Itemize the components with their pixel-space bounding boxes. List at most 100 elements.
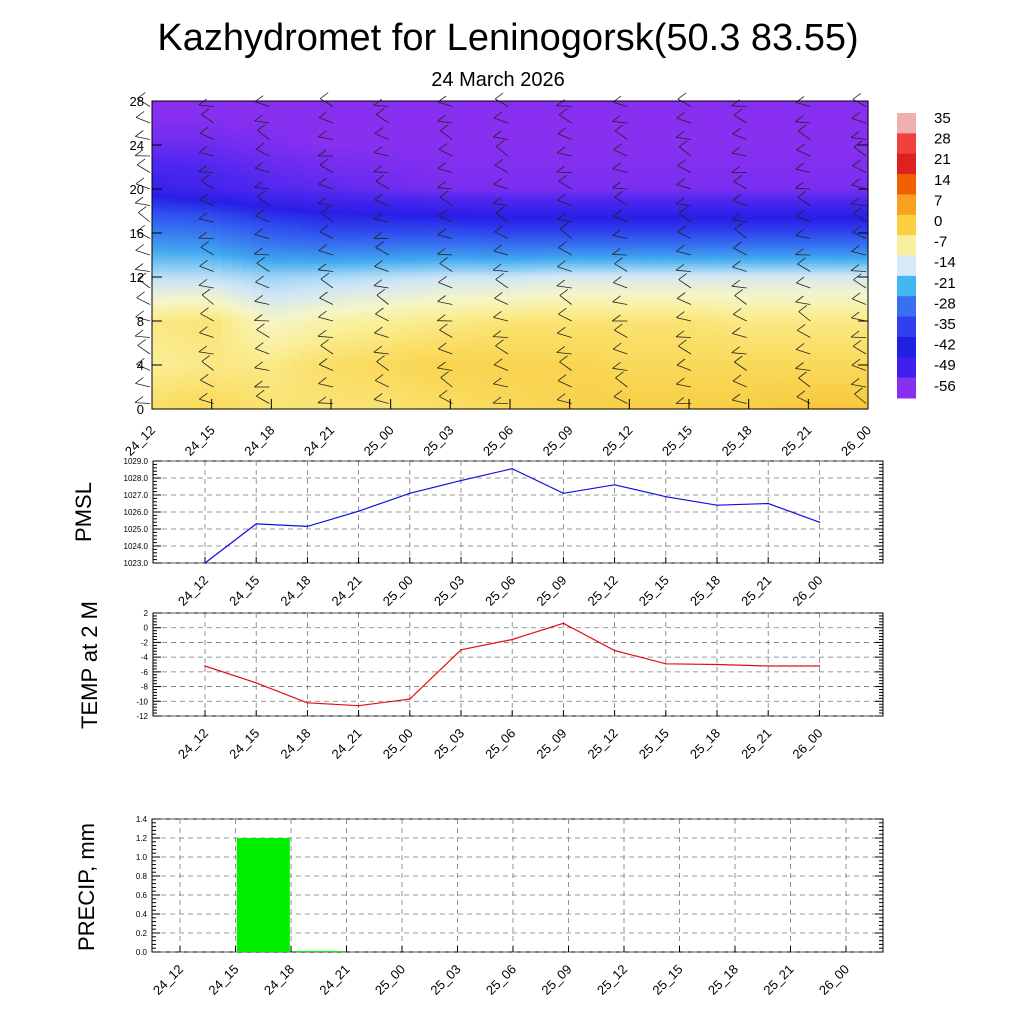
temperature-cell — [360, 134, 372, 138]
temperature-cell — [231, 337, 243, 341]
temperature-cell — [201, 227, 213, 231]
temperature-cell — [430, 373, 441, 377]
temperature-cell — [231, 329, 243, 333]
temperature-cell — [539, 398, 551, 402]
temperature-cell — [390, 169, 402, 174]
temperature-cell — [460, 216, 471, 220]
temperature-cell — [331, 279, 342, 284]
temperature-cell — [221, 367, 233, 372]
temperature-cell — [191, 158, 203, 163]
temperature-cell — [480, 370, 491, 374]
temperature-cell — [579, 398, 591, 402]
temperature-cell — [161, 282, 173, 286]
temperature-cell — [589, 299, 601, 303]
temperature-cell — [549, 109, 561, 113]
temperature-cell — [191, 266, 203, 270]
temperature-cell — [360, 216, 372, 220]
temperature-cell — [231, 235, 243, 240]
temperature-cell — [161, 332, 173, 336]
temperature-cell — [460, 395, 471, 399]
temperature-cell — [251, 249, 262, 253]
temperature-cell — [400, 101, 412, 105]
temperature-cell — [480, 197, 491, 201]
temperature-cell — [201, 359, 213, 363]
temperature-cell — [301, 103, 312, 108]
temperature-cell — [370, 285, 382, 289]
temperature-cell — [152, 288, 163, 292]
temperature-cell — [589, 321, 601, 325]
temperature-cell — [510, 205, 521, 209]
temperature-cell — [221, 398, 233, 402]
temperature-cell — [191, 351, 203, 355]
temperature-cell — [181, 114, 193, 119]
temperature-cell — [430, 403, 441, 407]
temperature-cell — [400, 370, 412, 374]
temperature-cell — [231, 376, 243, 380]
temperature-cell — [529, 318, 541, 322]
temperature-cell — [360, 282, 372, 286]
temperature-cell — [589, 400, 601, 405]
temperature-cell — [579, 293, 591, 297]
temperature-cell — [410, 197, 422, 201]
temperature-cell — [380, 191, 392, 196]
temperature-cell — [400, 351, 412, 355]
temperature-cell — [400, 389, 412, 394]
temperature-cell — [161, 370, 173, 374]
temperature-cell — [281, 387, 292, 391]
temperature-cell — [519, 392, 531, 396]
temperature-cell — [291, 268, 302, 273]
temperature-cell — [400, 257, 412, 262]
temperature-cell — [400, 406, 412, 410]
temperature-cell — [440, 318, 451, 322]
temperature-cell — [510, 332, 521, 336]
temperature-cell — [152, 343, 163, 347]
temperature-cell — [191, 167, 203, 171]
temperature-cell — [450, 290, 461, 295]
temperature-cell — [301, 191, 312, 196]
temperature-cell — [370, 230, 382, 234]
temperature-cell — [390, 392, 402, 396]
temperature-cell — [321, 332, 332, 336]
temperature-cell — [360, 345, 372, 350]
temperature-cell — [480, 123, 491, 127]
temperature-cell — [261, 233, 272, 237]
temperature-cell — [380, 244, 392, 248]
temperature-cell — [301, 252, 312, 256]
temperature-cell — [340, 186, 352, 190]
temperature-cell — [231, 318, 243, 322]
temperature-cell — [440, 145, 451, 149]
temperature-cell — [321, 128, 332, 132]
temperature-cell — [241, 205, 253, 209]
temperature-cell — [281, 150, 292, 154]
temperature-cell — [430, 222, 441, 226]
temperature-cell — [529, 241, 541, 245]
temperature-cell — [370, 345, 382, 350]
temperature-cell — [171, 343, 183, 347]
temperature-cell — [271, 351, 282, 355]
temperature-cell — [181, 101, 193, 105]
temperature-cell — [579, 117, 591, 121]
temperature-cell — [549, 312, 561, 317]
temperature-cell — [231, 180, 243, 185]
temperature-cell — [589, 395, 601, 399]
temperature-cell — [311, 323, 322, 328]
temperature-cell — [161, 329, 173, 333]
temperature-cell — [470, 230, 481, 234]
temperature-cell — [579, 260, 591, 264]
temperature-cell — [241, 230, 253, 234]
temperature-cell — [171, 263, 183, 267]
temperature-cell — [241, 373, 253, 377]
temperature-cell — [490, 136, 501, 141]
temperature-cell — [261, 101, 272, 105]
temperature-cell — [161, 337, 173, 341]
temperature-cell — [490, 351, 501, 355]
temperature-cell — [360, 106, 372, 110]
temperature-cell — [470, 224, 481, 229]
temperature-cell — [460, 142, 471, 146]
temperature-cell — [539, 370, 551, 374]
temperature-cell — [490, 175, 501, 179]
temperature-cell — [400, 376, 412, 380]
temperature-cell — [370, 101, 382, 105]
temperature-cell — [281, 246, 292, 251]
temperature-cell — [510, 156, 521, 160]
